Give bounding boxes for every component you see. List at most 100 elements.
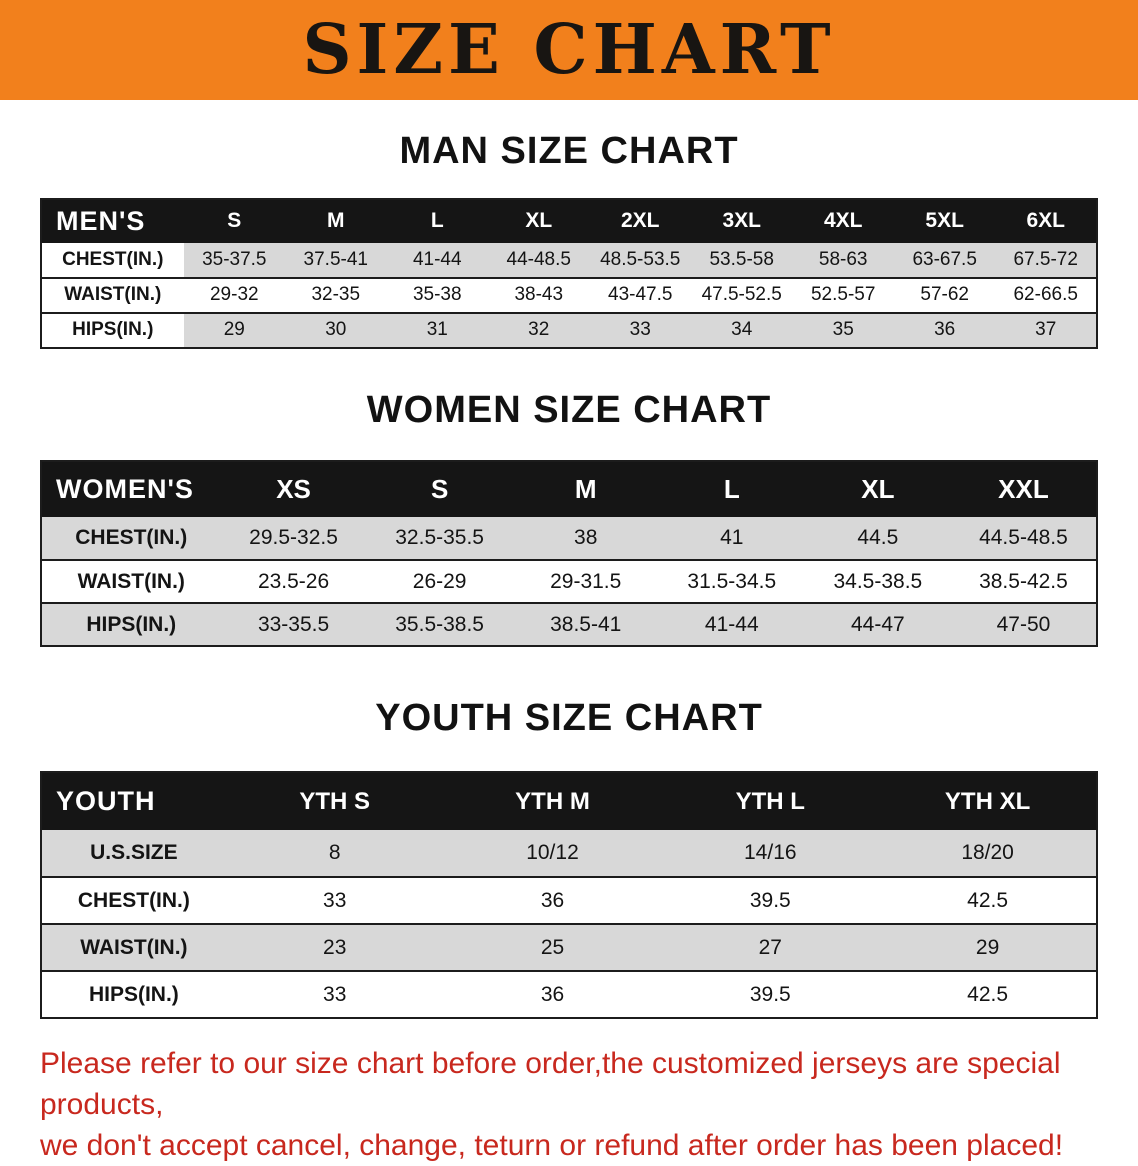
youth-size-column-header: YTH L bbox=[735, 787, 805, 815]
size-chart-content: MAN SIZE CHART MEN'S S M L XL 2XL 3XL 4XL 5XL 6XL… bbox=[0, 130, 1138, 1166]
women-size-column-header: XL bbox=[861, 474, 895, 505]
page-title: SIZE CHART bbox=[302, 10, 836, 90]
women-size-value-cell: 23.5-26 bbox=[257, 569, 330, 593]
women-size-value-cell: 32.5-35.5 bbox=[395, 526, 484, 550]
youth-size-value-cell: 27 bbox=[758, 935, 782, 959]
men-size-column-header: 4XL bbox=[823, 209, 863, 233]
women-size-value-cell: 29.5-32.5 bbox=[249, 526, 338, 550]
women-size-value-cell: 38.5-41 bbox=[550, 612, 622, 636]
youth-size-value-cell: 33 bbox=[323, 888, 347, 912]
youth-size-value-cell: 39.5 bbox=[749, 888, 791, 912]
youth-size-value-cell: 8 bbox=[328, 841, 341, 865]
men-corner-label: MEN'S bbox=[56, 205, 146, 236]
men-size-column-header: S bbox=[227, 209, 242, 233]
women-size-section: WOMEN SIZE CHART WOMEN'S XS S M L XL XXL CHEST(… bbox=[40, 389, 1098, 648]
women-row-label: HIPS(IN.) bbox=[86, 612, 177, 636]
men-measure-row: CHEST(IN.) 35-37.5 37.5-41 41-44 44-48.5 48.5… bbox=[41, 242, 1097, 278]
men-size-value-cell: 31 bbox=[426, 319, 448, 341]
women-size-value-cell: 29-31.5 bbox=[550, 569, 622, 593]
men-size-column-header: 5XL bbox=[925, 209, 964, 233]
women-row-label: WAIST(IN.) bbox=[77, 569, 185, 593]
disclaimer-line-1: Please refer to our size chart before or… bbox=[40, 1047, 1061, 1122]
men-size-value-cell: 33 bbox=[629, 319, 651, 341]
men-size-column-header: 3XL bbox=[722, 209, 761, 233]
women-size-value-cell: 35.5-38.5 bbox=[395, 612, 484, 636]
women-size-table: WOMEN'S XS S M L XL XXL CHEST(IN.) 29.5-32.5 32.5… bbox=[40, 460, 1098, 648]
youth-measure-row: CHEST(IN.) 33 36 39.5 42.5 bbox=[41, 877, 1097, 925]
women-size-value-cell: 47-50 bbox=[996, 612, 1051, 636]
youth-row-label: WAIST(IN.) bbox=[80, 935, 188, 959]
youth-size-value-cell: 18/20 bbox=[961, 841, 1014, 865]
youth-size-value-cell: 36 bbox=[540, 888, 565, 912]
youth-size-column-header: YTH S bbox=[299, 787, 371, 815]
youth-size-value-cell: 42.5 bbox=[967, 982, 1009, 1006]
men-size-value-cell: 29 bbox=[223, 319, 245, 341]
youth-size-column-header: YTH M bbox=[515, 787, 590, 815]
women-size-value-cell: 38 bbox=[574, 526, 598, 550]
men-size-value-cell: 29-32 bbox=[209, 284, 259, 306]
men-size-value-cell: 43-47.5 bbox=[608, 284, 673, 306]
women-size-column-header: L bbox=[723, 474, 740, 505]
youth-size-value-cell: 33 bbox=[323, 982, 347, 1006]
youth-section-heading: YOUTH SIZE CHART bbox=[375, 697, 763, 740]
men-size-column-header: 2XL bbox=[620, 209, 660, 233]
youth-row-label: HIPS(IN.) bbox=[88, 982, 179, 1006]
women-corner-label: WOMEN'S bbox=[56, 474, 194, 505]
men-row-label: CHEST(IN.) bbox=[41, 242, 184, 278]
men-size-table: MEN'S S M L XL 2XL 3XL 4XL 5XL 6XL CHEST(IN.) 35-37… bbox=[40, 197, 1098, 349]
youth-size-value-cell: 36 bbox=[540, 982, 565, 1006]
youth-size-column-header: YTH XL bbox=[944, 787, 1031, 815]
youth-measure-row: U.S.SIZE 8 10/12 14/16 18/20 bbox=[41, 830, 1097, 878]
men-size-value-cell: 34 bbox=[731, 319, 753, 341]
men-size-column-header: M bbox=[327, 209, 345, 233]
youth-size-table: YOUTH YTH S YTH M YTH L YTH XL U.S.SIZE 8 10/12… bbox=[40, 771, 1098, 1020]
men-size-value-cell: 41-44 bbox=[412, 248, 462, 270]
youth-size-section: YOUTH SIZE CHART YOUTH YTH S YTH M YTH L YTH… bbox=[40, 697, 1098, 1020]
women-size-value-cell: 38.5-42.5 bbox=[979, 569, 1068, 593]
women-size-value-cell: 26-29 bbox=[412, 569, 467, 593]
women-size-value-cell: 31.5-34.5 bbox=[687, 569, 777, 593]
men-measure-row: HIPS(IN.) 29 30 31 32 33 34 35 36 37 bbox=[41, 312, 1097, 348]
women-header-row: WOMEN'S XS S M L XL XXL bbox=[41, 461, 1097, 518]
men-section-heading: MAN SIZE CHART bbox=[399, 130, 739, 172]
men-size-section: MAN SIZE CHART MEN'S S M L XL 2XL 3XL 4XL 5XL 6XL… bbox=[40, 130, 1098, 349]
men-size-value-cell: 57-62 bbox=[920, 284, 969, 306]
men-size-value-cell: 36 bbox=[934, 319, 956, 341]
women-size-value-cell: 41-44 bbox=[704, 612, 759, 636]
men-header-row: MEN'S S M L XL 2XL 3XL 4XL 5XL 6XL bbox=[41, 198, 1097, 243]
men-size-value-cell: 48.5-53.5 bbox=[600, 248, 681, 270]
women-size-value-cell: 33-35.5 bbox=[257, 612, 330, 636]
men-row-label: HIPS(IN.) bbox=[41, 312, 184, 348]
men-size-column-header: XL bbox=[525, 209, 553, 233]
men-size-value-cell: 52.5-57 bbox=[810, 284, 876, 306]
men-size-value-cell: 53.5-58 bbox=[709, 248, 774, 270]
women-measure-row: WAIST(IN.) 23.5-26 26-29 29-31.5 31.5-34.5 34… bbox=[41, 560, 1097, 604]
men-size-column-header: L bbox=[430, 209, 444, 233]
youth-size-value-cell: 23 bbox=[323, 935, 347, 959]
men-size-value-cell: 32-35 bbox=[311, 284, 361, 306]
youth-size-value-cell: 39.5 bbox=[749, 982, 791, 1006]
men-size-value-cell: 35-38 bbox=[412, 284, 462, 306]
youth-size-value-cell: 29 bbox=[975, 935, 1000, 959]
youth-corner-label: YOUTH bbox=[56, 786, 156, 817]
women-size-value-cell: 44-47 bbox=[851, 612, 905, 636]
size-chart-banner: SIZE CHART bbox=[0, 0, 1138, 100]
men-size-value-cell: 30 bbox=[325, 319, 347, 341]
youth-size-value-cell: 42.5 bbox=[967, 888, 1009, 912]
men-measure-row: WAIST(IN.) 29-32 32-35 35-38 38-43 43-47.5 47.… bbox=[41, 277, 1097, 313]
men-size-value-cell: 47.5-52.5 bbox=[701, 284, 782, 306]
youth-row-label: CHEST(IN.) bbox=[77, 888, 190, 912]
women-size-column-header: M bbox=[574, 474, 597, 505]
men-size-value-cell: 62-66.5 bbox=[1013, 284, 1078, 306]
women-section-heading: WOMEN SIZE CHART bbox=[366, 388, 772, 431]
youth-measure-row: HIPS(IN.) 33 36 39.5 42.5 bbox=[41, 971, 1097, 1019]
women-row-label: CHEST(IN.) bbox=[75, 526, 188, 550]
youth-header-row: YOUTH YTH S YTH M YTH L YTH XL bbox=[41, 772, 1097, 831]
women-size-value-cell: 34.5-38.5 bbox=[833, 569, 923, 593]
youth-size-value-cell: 10/12 bbox=[526, 841, 579, 865]
youth-size-value-cell: 14/16 bbox=[744, 841, 797, 865]
men-size-value-cell: 58-63 bbox=[818, 248, 868, 270]
men-row-label: WAIST(IN.) bbox=[64, 284, 162, 306]
men-size-value-cell: 67.5-72 bbox=[1013, 248, 1078, 270]
women-size-value-cell: 44.5-48.5 bbox=[979, 526, 1068, 550]
